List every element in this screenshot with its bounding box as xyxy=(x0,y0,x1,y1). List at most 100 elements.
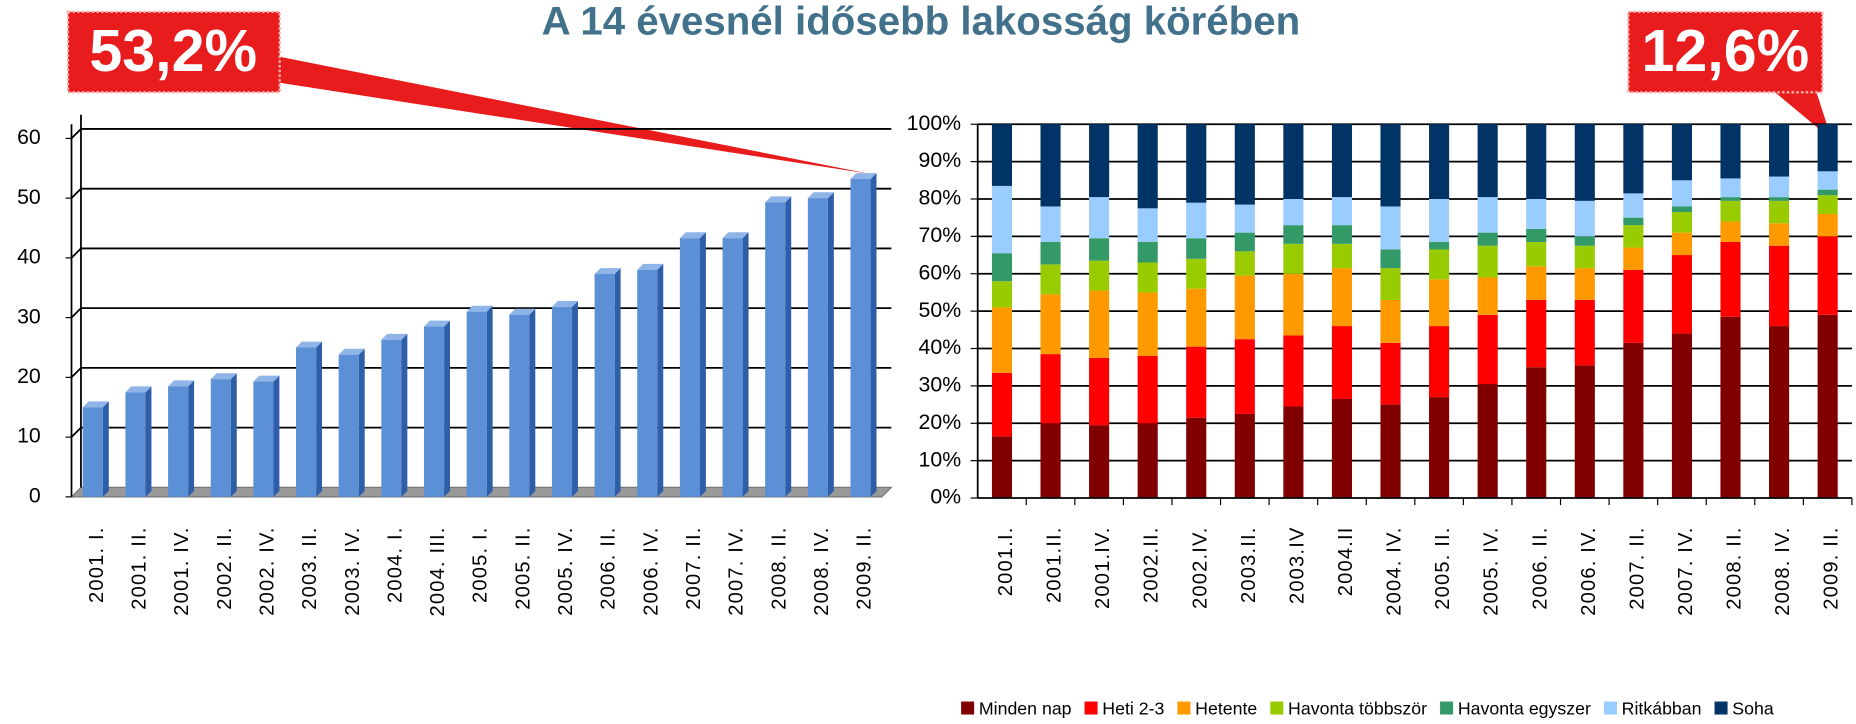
x-tick-label: 2006. II. xyxy=(1529,526,1551,609)
bar-side xyxy=(870,173,877,497)
x-tick-label: 2004. IV. xyxy=(1384,526,1406,615)
bar xyxy=(765,202,786,497)
bar-segment xyxy=(1574,245,1595,269)
x-tick-label: 2006. IV. xyxy=(640,526,662,615)
bar-segment xyxy=(1526,266,1547,300)
bar-segment xyxy=(1283,273,1304,336)
bar-segment xyxy=(1671,255,1692,334)
legend-label: Havonta egyszer xyxy=(1458,698,1591,718)
bar-top xyxy=(637,263,664,270)
bar-side xyxy=(827,192,834,497)
bar-segment xyxy=(1089,290,1110,358)
bar-segment xyxy=(1429,241,1450,250)
y-tick-label: 40% xyxy=(919,335,962,359)
bar xyxy=(722,238,743,497)
bar-top xyxy=(381,333,408,340)
bar-segment xyxy=(1234,251,1255,276)
legend-label: Havonta többször xyxy=(1288,698,1427,718)
bar-segment xyxy=(991,253,1013,282)
bar-side xyxy=(316,341,323,497)
x-tick-label: 2006. IV. xyxy=(1578,526,1600,615)
bar-segment xyxy=(991,185,1013,254)
bar-segment xyxy=(1331,326,1353,399)
bar-side xyxy=(657,263,664,497)
bar-segment xyxy=(1429,198,1450,242)
bar-side xyxy=(145,386,152,497)
bar-segment xyxy=(1526,124,1547,199)
bar-segment xyxy=(1477,314,1498,385)
x-tick-label: 2001.I. xyxy=(995,526,1017,596)
bar-segment xyxy=(1234,339,1255,414)
bar xyxy=(423,326,445,497)
bar-segment xyxy=(1137,423,1158,499)
bar-segment xyxy=(1331,124,1353,198)
y-tick-label: 100% xyxy=(907,111,962,135)
bar-segment xyxy=(1769,326,1790,499)
bar-segment xyxy=(991,372,1013,437)
bar-segment xyxy=(1186,238,1207,259)
x-tick-label: 2008. II. xyxy=(768,526,790,609)
bar-side xyxy=(699,232,706,497)
bar-segment xyxy=(1574,268,1595,300)
bar-segment xyxy=(1089,124,1110,198)
bar-segment xyxy=(1331,225,1353,244)
bar-segment xyxy=(1623,217,1644,226)
x-tick-label: 2002. IV. xyxy=(256,526,278,615)
bar-top xyxy=(765,196,792,203)
bar-segment xyxy=(1089,260,1110,291)
bar-segment xyxy=(1089,238,1110,261)
bar-side xyxy=(614,268,621,497)
bar-segment xyxy=(1089,425,1110,499)
bar-segment xyxy=(1671,212,1692,233)
x-tick-label: 2009. II. xyxy=(1821,526,1843,609)
bar-top xyxy=(82,401,109,408)
bar-segment xyxy=(1477,232,1498,246)
bar-side xyxy=(742,232,749,497)
bar xyxy=(210,379,231,497)
y-tick-label: 10 xyxy=(17,424,41,448)
bar-segment xyxy=(1720,316,1741,499)
bar-segment xyxy=(1720,221,1741,242)
bar-segment xyxy=(1671,232,1692,256)
x-tick-label: 2007. IV. xyxy=(1675,526,1697,615)
bar-segment xyxy=(1817,124,1838,172)
y-tick-label: 20% xyxy=(919,410,962,434)
x-tick-label: 2001. IV. xyxy=(171,526,193,615)
bar-top xyxy=(807,192,834,199)
bar-segment xyxy=(1477,245,1498,278)
bar-segment xyxy=(1720,200,1741,222)
legend-swatch xyxy=(1603,701,1617,715)
legend-swatch xyxy=(1714,701,1728,715)
y-tick-label: 50 xyxy=(17,185,41,209)
bar-top xyxy=(679,232,706,239)
bar-segment xyxy=(1623,193,1644,218)
x-tick-label: 2002.IV. xyxy=(1189,526,1211,609)
bar-segment xyxy=(1769,176,1790,198)
bar-top xyxy=(296,341,323,348)
bar-segment xyxy=(1526,299,1547,368)
bar-segment xyxy=(1429,249,1450,280)
bar-segment xyxy=(1623,124,1644,194)
x-tick-label: 2005. II. xyxy=(1432,526,1454,609)
bar-segment xyxy=(1671,180,1692,207)
x-tick-label: 2001. II. xyxy=(129,526,151,609)
bar-segment xyxy=(1817,195,1838,214)
bar xyxy=(253,381,274,497)
bar-top xyxy=(509,308,536,315)
x-tick-label: 2005. II. xyxy=(512,526,534,609)
legend-label: Minden nap xyxy=(979,698,1072,718)
bar-segment xyxy=(1137,241,1158,263)
bar-segment xyxy=(991,436,1013,499)
bar-segment xyxy=(1137,262,1158,293)
bar-segment xyxy=(1526,367,1547,499)
bar-segment xyxy=(1283,335,1304,407)
bar-segment xyxy=(1574,236,1595,246)
bar-segment xyxy=(1380,404,1401,499)
bar-segment xyxy=(1769,197,1790,201)
bar-segment xyxy=(1380,268,1401,300)
bar-segment xyxy=(991,281,1013,308)
bar-segment xyxy=(991,307,1013,373)
bar-segment xyxy=(1477,124,1498,198)
bar xyxy=(466,311,487,497)
